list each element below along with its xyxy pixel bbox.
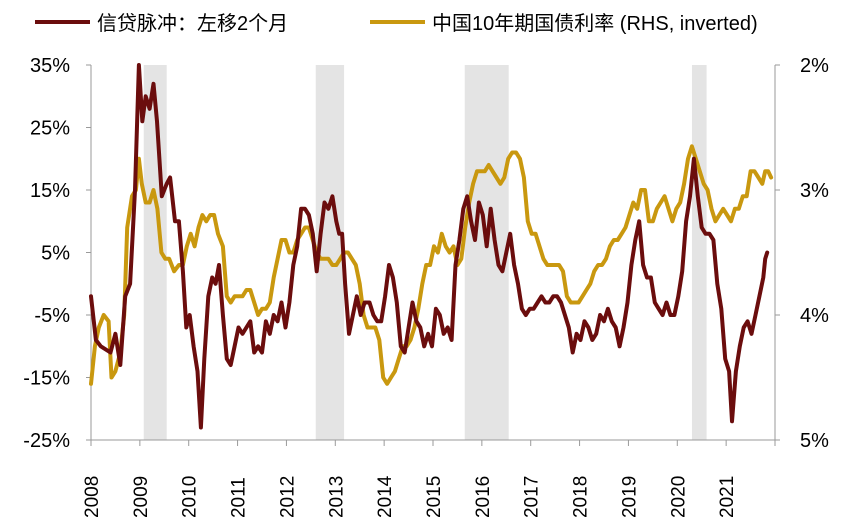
legend-label-bond-yield: 中国10年期国债利率 (RHS, inverted) bbox=[432, 12, 758, 35]
left-tick-label: 5% bbox=[41, 243, 70, 265]
left-axis: 35% 25% 15% 5% -5% -15% -25% bbox=[23, 55, 92, 452]
legend-label-credit-impulse: 信贷脉冲：左移2个月 bbox=[97, 12, 288, 35]
x-tick-label: 2017 bbox=[522, 476, 543, 518]
series-lines bbox=[89, 63, 774, 430]
x-tick-label: 2012 bbox=[277, 476, 298, 518]
series-line-credit-impulse bbox=[89, 63, 770, 430]
x-axis: 2008 2009 2010 2011 2012 2013 2014 2015 2016 2017… bbox=[82, 439, 776, 518]
x-tick-label: 2019 bbox=[619, 476, 640, 518]
x-tick-label: 2015 bbox=[424, 476, 445, 518]
x-tick-label: 2020 bbox=[668, 476, 689, 518]
x-tick-label: 2016 bbox=[473, 476, 494, 518]
legend: 信贷脉冲：左移2个月 中国10年期国债利率 (RHS, inverted) bbox=[35, 12, 758, 35]
x-tick-label: 2021 bbox=[717, 476, 738, 518]
x-tick-label: 2013 bbox=[326, 476, 347, 518]
left-tick-label: -25% bbox=[23, 430, 70, 452]
shaded-period-3 bbox=[691, 65, 707, 440]
left-tick-label: 15% bbox=[30, 180, 70, 202]
right-tick-label: 2% bbox=[800, 55, 829, 77]
shaded-period-2 bbox=[464, 65, 509, 440]
x-tick-label: 2011 bbox=[229, 477, 250, 518]
x-tick-label: 2008 bbox=[82, 476, 103, 518]
shaded-periods bbox=[143, 65, 707, 440]
x-tick-label: 2014 bbox=[375, 475, 396, 518]
series-line-bond-yield bbox=[89, 144, 774, 386]
right-tick-label: 5% bbox=[800, 430, 829, 452]
right-tick-label: 4% bbox=[800, 305, 829, 327]
left-tick-label: -15% bbox=[23, 368, 70, 390]
right-axis: 2% 3% 4% 5% bbox=[774, 55, 829, 452]
left-tick-label: -5% bbox=[34, 305, 70, 327]
x-tick-label: 2010 bbox=[180, 476, 201, 518]
x-tick-label: 2009 bbox=[131, 476, 152, 518]
right-tick-label: 3% bbox=[800, 180, 829, 202]
left-tick-label: 35% bbox=[30, 55, 70, 77]
x-tick-label: 2018 bbox=[571, 476, 592, 518]
left-tick-label: 25% bbox=[30, 118, 70, 140]
